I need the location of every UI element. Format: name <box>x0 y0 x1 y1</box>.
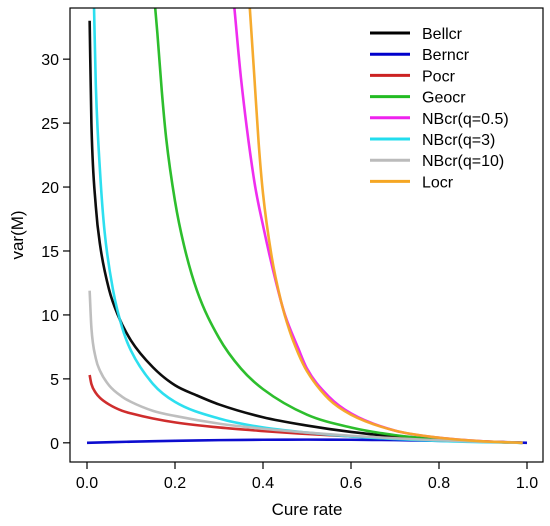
legend-label-nbcr-q-10: NBcr(q=10) <box>422 153 504 170</box>
y-tick-label: 5 <box>50 372 59 389</box>
series-line-locr <box>248 8 523 445</box>
x-tick-label: 0.0 <box>76 475 98 492</box>
legend-label-berncr: Berncr <box>422 47 470 64</box>
y-tick-label: 0 <box>50 436 59 453</box>
legend-label-locr: Locr <box>422 174 454 191</box>
y-axis: 0 5 10 15 20 25 30 <box>41 52 70 453</box>
x-tick-label: 0.4 <box>252 475 274 492</box>
series-line-nbcr-q-10 <box>88 290 523 445</box>
x-tick-label: 0.2 <box>164 475 186 492</box>
legend-label-bellcr: Bellcr <box>422 26 463 43</box>
x-tick-label: 1.0 <box>516 475 538 492</box>
x-tick-label: 0.6 <box>340 475 362 492</box>
legend-label-nbcr-q-3: NBcr(q=3) <box>422 132 495 149</box>
y-tick-label: 15 <box>41 244 59 261</box>
legend-label-pocr: Pocr <box>422 68 456 85</box>
x-axis-label: Cure rate <box>272 500 343 519</box>
x-axis: 0.0 0.2 0.4 0.6 0.8 1.0 <box>76 462 538 492</box>
legend: Bellcr Berncr Pocr Geocr NBcr(q=0.5) NBcr(q=3… <box>370 26 509 191</box>
y-axis-label: var(M) <box>8 210 27 259</box>
y-tick-label: 20 <box>41 180 59 197</box>
series-lines <box>86 8 528 445</box>
y-tick-label: 25 <box>41 116 59 133</box>
y-tick-label: 10 <box>41 308 59 325</box>
legend-label-geocr: Geocr <box>422 90 466 107</box>
legend-label-nbcr-q-0-5: NBcr(q=0.5) <box>422 111 509 128</box>
plot-frame <box>69 7 544 463</box>
y-tick-label: 30 <box>41 52 59 69</box>
series-line-geocr <box>153 8 523 445</box>
x-tick-label: 0.8 <box>428 475 450 492</box>
